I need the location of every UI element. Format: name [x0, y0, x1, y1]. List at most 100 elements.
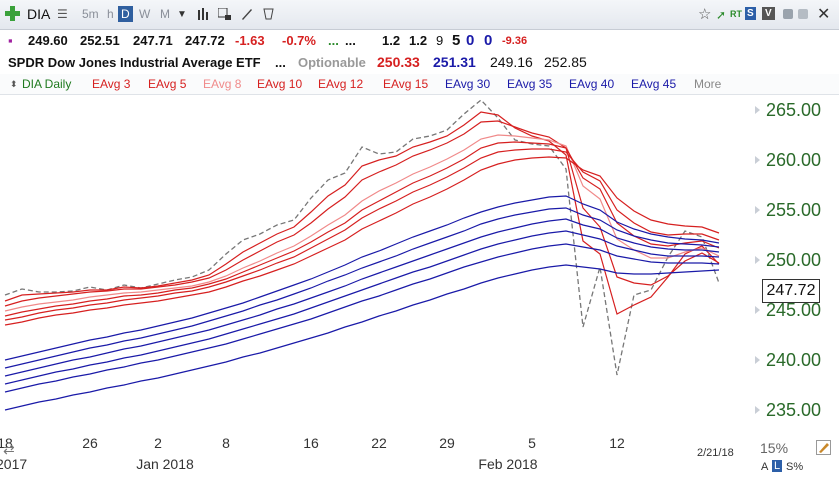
- v-button[interactable]: V: [762, 7, 775, 20]
- x-month-label: Feb 2018: [478, 456, 537, 472]
- bid-value: 250.33: [377, 54, 420, 70]
- x-tick-label: 8: [222, 435, 230, 451]
- y-tick-marker: [755, 306, 760, 314]
- open-value: 249.60: [28, 33, 68, 48]
- y-tick-marker: [755, 406, 760, 414]
- y-tick-marker: [755, 206, 760, 214]
- quote-value-4: 5: [452, 32, 461, 49]
- legend-item[interactable]: EAvg 5: [148, 77, 187, 91]
- ema-series-line-11: [4, 243, 720, 393]
- y-tick-marker: [755, 256, 760, 264]
- security-prev: 252.85: [544, 54, 587, 70]
- s-button[interactable]: S: [745, 7, 756, 20]
- refresh-icon[interactable]: ⇄: [3, 441, 15, 457]
- draw-pencil-icon[interactable]: [240, 8, 253, 20]
- x-tick-label: 12: [609, 435, 625, 451]
- high-value: 252.51: [80, 33, 120, 48]
- percent-scale-toggle[interactable]: S%: [786, 461, 804, 473]
- legend-collapse-icon[interactable]: ⬍: [10, 79, 18, 89]
- bar-chart-icon[interactable]: [197, 8, 210, 20]
- zoom-label[interactable]: 15%: [760, 440, 789, 456]
- y-tick-label: 265.00: [766, 100, 821, 120]
- quote-dots-icon: ▪: [8, 33, 13, 48]
- alert-arrow-icon[interactable]: ➚: [716, 8, 727, 22]
- dots-black: ...: [345, 33, 356, 48]
- legend-item[interactable]: EAvg 12: [318, 77, 364, 91]
- ema-series-line-9: [4, 218, 720, 377]
- timeframe-dropdown-icon[interactable]: ▼: [177, 9, 187, 20]
- rt-badge[interactable]: RT: [730, 9, 742, 19]
- auto-scale-toggle[interactable]: A: [761, 461, 769, 473]
- legend-more[interactable]: More: [694, 77, 722, 91]
- legend-item[interactable]: EAvg 10: [257, 77, 303, 91]
- change-value: -1.63: [235, 33, 265, 48]
- quote-value-5: 0: [466, 32, 475, 49]
- ema-series-line-7: [4, 195, 720, 361]
- y-tick-label: 235.00: [766, 400, 821, 420]
- y-tick-label: 255.00: [766, 200, 821, 220]
- x-tick-label: 29: [439, 435, 455, 451]
- security-low: 249.16: [490, 54, 533, 70]
- price-series-line: [4, 99, 720, 376]
- legend-item[interactable]: DIA Daily: [22, 77, 72, 91]
- quote-value-2: 1.2: [409, 33, 428, 48]
- quote-value-7: -9.36: [502, 35, 528, 47]
- low-value: 247.71: [133, 33, 173, 48]
- ema-series-line-2: [4, 120, 720, 307]
- legend-item[interactable]: EAvg 45: [631, 77, 677, 91]
- legend-item[interactable]: EAvg 35: [507, 77, 553, 91]
- y-tick-marker: [755, 156, 760, 164]
- symbol-menu-icon[interactable]: ☰: [57, 7, 68, 21]
- drawing-pencil-icon[interactable]: [816, 440, 831, 455]
- security-row: SPDR Dow Jones Industrial Average ETF ..…: [0, 52, 839, 73]
- y-tick-label: 240.00: [766, 350, 821, 370]
- favorite-star-icon[interactable]: ☆: [698, 6, 712, 23]
- x-month-label: Jan 2018: [136, 456, 194, 472]
- x-tick-label: 26: [82, 435, 98, 451]
- close-icon[interactable]: ✕: [817, 6, 831, 23]
- ema-series-line-1: [4, 111, 720, 315]
- bookmark-icon[interactable]: [262, 8, 275, 20]
- ema-series-line-10: [4, 230, 720, 385]
- security-name: SPDR Dow Jones Industrial Average ETF: [8, 55, 261, 70]
- security-dots: ...: [275, 55, 286, 70]
- quote-value-6: 0: [484, 32, 493, 49]
- timeframe-w[interactable]: W: [139, 7, 151, 21]
- ema-series-line-6: [4, 156, 720, 326]
- add-study-icon[interactable]: [218, 8, 231, 20]
- x-tick-label: 18: [0, 435, 13, 451]
- date-label: 2/21/18: [697, 447, 734, 459]
- log-scale-toggle[interactable]: L: [772, 460, 783, 472]
- study-legend: ⬍ DIA Daily EAvg 3 EAvg 5 EAvg 8 EAvg 10…: [0, 74, 839, 95]
- legend-item[interactable]: EAvg 15: [383, 77, 429, 91]
- ema-series-line-4: [4, 141, 720, 317]
- ask-value: 251.31: [433, 54, 476, 70]
- current-price-label: 247.72: [762, 279, 820, 303]
- y-tick-label: 250.00: [766, 250, 821, 270]
- change-percent: -0.7%: [282, 33, 316, 48]
- timeframe-m[interactable]: M: [160, 7, 170, 21]
- legend-item[interactable]: EAvg 8: [203, 77, 242, 91]
- toolbar: DIA ☰ 5m h D W M ▼ ☆ ➚ RT S V ✕: [0, 0, 839, 30]
- save-icon[interactable]: [783, 9, 793, 19]
- y-tick-marker: [755, 356, 760, 364]
- x-tick-label: 5: [528, 435, 536, 451]
- ema-series-line-12: [4, 264, 720, 411]
- timeframe-h[interactable]: h: [107, 7, 114, 21]
- add-symbol-icon[interactable]: [5, 6, 20, 21]
- timeframe-d[interactable]: D: [118, 6, 133, 22]
- x-tick-label: 22: [371, 435, 387, 451]
- symbol-label[interactable]: DIA: [27, 6, 51, 22]
- legend-item[interactable]: EAvg 3: [92, 77, 131, 91]
- legend-item[interactable]: EAvg 30: [445, 77, 491, 91]
- quote-value-3: 9: [436, 33, 444, 48]
- optionable-label: Optionable: [298, 55, 366, 70]
- detach-icon[interactable]: [798, 9, 808, 19]
- timeframe-5m[interactable]: 5m: [82, 7, 99, 21]
- y-tick-marker: [755, 106, 760, 114]
- ema-series-line-8: [4, 207, 720, 369]
- ema-series-line-5: [4, 148, 720, 321]
- legend-item[interactable]: EAvg 40: [569, 77, 615, 91]
